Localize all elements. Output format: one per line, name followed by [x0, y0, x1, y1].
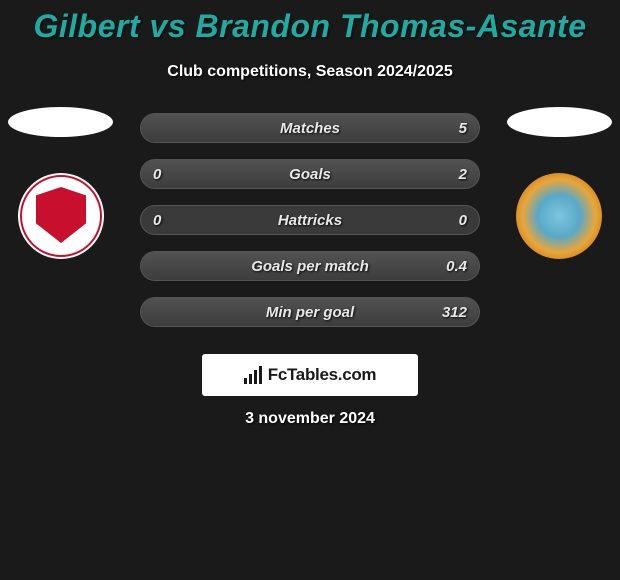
attribution-badge[interactable]: FcTables.com	[202, 354, 418, 396]
stat-row: Matches5	[140, 113, 480, 143]
stat-row: Min per goal312	[140, 297, 480, 327]
stat-label: Matches	[141, 114, 479, 143]
page-subtitle: Club competitions, Season 2024/2025	[0, 63, 620, 81]
stat-value-right: 0	[459, 206, 467, 235]
stat-value-right: 5	[459, 114, 467, 143]
player-head-right	[507, 107, 612, 137]
comparison-area: Matches50Goals20Hattricks0Goals per matc…	[0, 113, 620, 373]
stat-rows: Matches50Goals20Hattricks0Goals per matc…	[140, 113, 480, 327]
stat-label: Goals	[141, 160, 479, 189]
stat-row: 0Goals2	[140, 159, 480, 189]
date-label: 3 november 2024	[0, 410, 620, 428]
stat-value-right: 0.4	[446, 252, 467, 281]
club-badge-right	[516, 173, 602, 259]
page-title: Gilbert vs Brandon Thomas-Asante	[0, 0, 620, 45]
stat-value-right: 312	[442, 298, 467, 327]
comparison-card: Gilbert vs Brandon Thomas-Asante Club co…	[0, 0, 620, 580]
attribution-text: FcTables.com	[268, 365, 377, 385]
stat-row: 0Hattricks0	[140, 205, 480, 235]
stat-row: Goals per match0.4	[140, 251, 480, 281]
club-badge-left	[18, 173, 104, 259]
player-head-left	[8, 107, 113, 137]
stat-label: Min per goal	[141, 298, 479, 327]
stat-label: Goals per match	[141, 252, 479, 281]
stat-value-right: 2	[459, 160, 467, 189]
stat-label: Hattricks	[141, 206, 479, 235]
chart-icon	[244, 366, 262, 384]
